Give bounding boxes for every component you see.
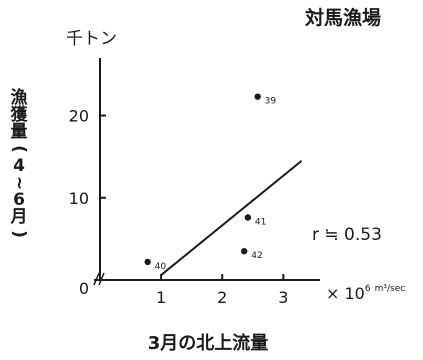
y-axis-label: 漁獲量 (4~6月)	[9, 87, 29, 238]
x-axis-label: 3月の北上流量	[148, 332, 269, 354]
chart-title: 対馬漁場	[304, 6, 381, 29]
y-tick-label-0: 0	[79, 279, 89, 298]
point-label-41: 41	[255, 218, 266, 228]
data-point-40	[144, 258, 151, 266]
point-label-39: 39	[265, 97, 277, 107]
y-axis-label-char: 月	[10, 207, 28, 227]
tick-labels: 1 2 3 0 10 20	[69, 107, 289, 307]
x-unit-prefix: × 10	[326, 284, 365, 303]
y-axis-label-char: 6	[13, 190, 25, 210]
regression-line	[160, 160, 303, 276]
x-tick-label-1: 1	[156, 288, 166, 307]
correlation-annotation: r ≒ 0.53	[312, 225, 382, 245]
y-axis-label-char: 漁	[11, 87, 28, 108]
data-point-42	[241, 248, 248, 255]
axes	[93, 58, 320, 286]
data-points: 39 40 41 42	[144, 93, 277, 272]
y-axis-label-char: 獲	[11, 105, 29, 125]
y-axis-label-char: )	[9, 230, 29, 238]
data-point-41	[244, 214, 252, 221]
x-axis-unit: × 106 m³/sec	[326, 284, 405, 303]
ticks	[100, 114, 285, 280]
x-tick-label-3: 3	[278, 288, 288, 307]
x-unit-exponent: 6	[365, 284, 371, 294]
y-unit-label: 千トン	[66, 29, 117, 49]
y-axis-label-char: ~	[9, 176, 29, 190]
y-tick-label-10: 10	[69, 189, 89, 208]
y-axis-label-char: 量	[11, 121, 28, 142]
point-label-42: 42	[251, 251, 262, 261]
data-point-39	[254, 93, 261, 100]
y-tick-label-20: 20	[69, 107, 89, 126]
y-axis-label-char: 4	[13, 156, 25, 176]
y-axis-label-char: (	[9, 145, 29, 153]
x-tick-label-2: 2	[217, 288, 227, 307]
point-label-40: 40	[155, 262, 167, 272]
axis-break-mark	[93, 272, 105, 286]
x-unit-suffix: m³/sec	[375, 284, 406, 294]
